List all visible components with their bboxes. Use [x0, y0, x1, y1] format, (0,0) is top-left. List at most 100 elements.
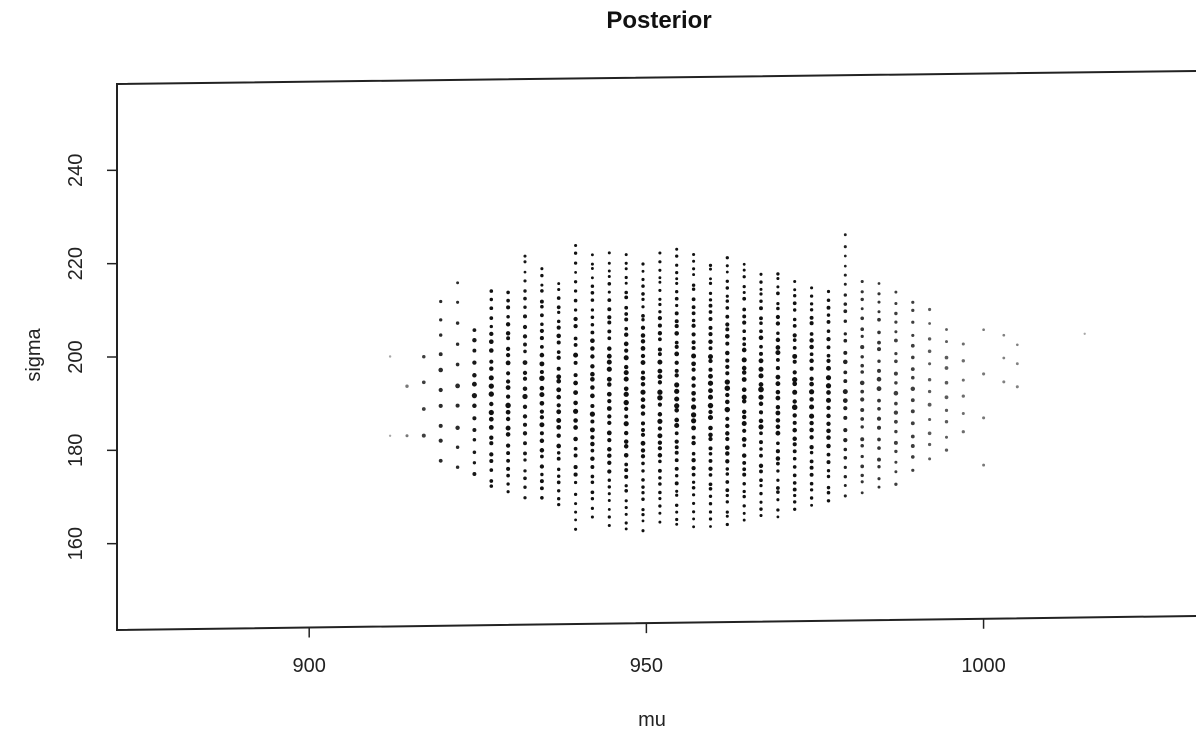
- scatter-point: [826, 345, 831, 350]
- scatter-point: [691, 367, 696, 372]
- scatter-point: [792, 381, 798, 387]
- scatter-point: [522, 422, 528, 427]
- plot-frame: [116, 70, 1196, 632]
- scatter-point: [809, 420, 814, 426]
- scatter-point: [506, 298, 510, 303]
- scatter-point: [792, 301, 797, 306]
- scatter-point: [641, 512, 645, 517]
- scatter-point: [843, 484, 847, 487]
- scatter-point: [708, 466, 713, 471]
- scatter-point: [641, 507, 645, 512]
- scatter-point: [556, 456, 561, 461]
- scatter-point: [607, 320, 612, 325]
- scatter-point: [826, 298, 831, 303]
- scatter-point: [826, 413, 831, 419]
- scatter-point: [556, 480, 561, 485]
- scatter-point: [674, 296, 679, 301]
- scatter-point: [674, 417, 680, 423]
- scatter-point: [540, 289, 544, 293]
- scatter-point: [657, 389, 663, 395]
- scatter-point: [910, 409, 915, 414]
- scatter-point: [623, 376, 629, 382]
- scatter-point: [522, 324, 528, 330]
- scatter-point: [624, 527, 628, 531]
- scatter-point: [792, 338, 797, 342]
- scatter-point: [489, 484, 494, 488]
- scatter-point: [894, 381, 898, 385]
- scatter-point: [860, 334, 864, 338]
- scatter-point: [573, 342, 578, 347]
- scatter-point: [607, 453, 612, 458]
- scatter-point: [590, 346, 595, 351]
- scatter-point: [607, 261, 611, 265]
- scatter-point: [708, 486, 713, 491]
- scatter-point: [640, 353, 646, 359]
- scatter-point: [573, 492, 578, 497]
- scatter-point: [607, 447, 612, 452]
- scatter-point: [657, 347, 662, 352]
- scatter-point: [742, 296, 747, 301]
- scatter-point: [523, 305, 527, 309]
- scatter-point: [556, 374, 562, 380]
- scatter-point: [505, 425, 511, 431]
- scatter-point: [590, 385, 595, 390]
- scatter-point: [860, 389, 865, 394]
- scatter-point: [540, 283, 544, 287]
- scatter-point: [759, 478, 763, 483]
- scatter-point: [540, 472, 544, 477]
- scatter-point: [724, 379, 730, 385]
- scatter-point: [607, 346, 612, 351]
- scatter-point: [658, 280, 662, 284]
- scatter-point: [690, 412, 697, 418]
- scatter-point: [793, 294, 797, 298]
- scatter-point: [776, 272, 780, 276]
- scatter-point: [539, 479, 544, 484]
- scatter-point: [640, 339, 646, 344]
- scatter-point: [488, 416, 494, 422]
- scatter-point: [506, 482, 510, 486]
- scatter-point: [707, 402, 714, 409]
- scatter-point: [691, 425, 697, 431]
- scatter-point: [894, 311, 898, 316]
- scatter-point: [674, 450, 679, 455]
- scatter-point: [843, 406, 848, 411]
- scatter-point: [489, 331, 494, 337]
- scatter-point: [657, 412, 663, 417]
- scatter-point: [607, 274, 611, 279]
- scatter-point: [506, 371, 511, 376]
- scatter-point: [658, 302, 662, 307]
- scatter-point: [674, 319, 679, 324]
- scatter-point: [674, 445, 679, 450]
- scatter-point: [776, 331, 780, 335]
- scatter-point: [928, 457, 932, 461]
- scatter-point: [692, 510, 696, 514]
- scatter-point: [708, 388, 713, 394]
- scatter-point: [675, 522, 679, 526]
- scatter-point: [776, 486, 780, 490]
- scatter-point: [1083, 332, 1086, 335]
- scatter-point: [488, 391, 494, 397]
- scatter-point: [758, 401, 764, 407]
- scatter-point: [843, 332, 847, 336]
- scatter-point: [725, 286, 730, 290]
- scatter-point: [573, 280, 578, 284]
- scatter-point: [894, 351, 898, 356]
- scatter-point: [708, 317, 713, 321]
- scatter-point: [658, 482, 662, 486]
- scatter-point: [455, 465, 460, 469]
- scatter-point: [826, 319, 831, 324]
- scatter-point: [506, 490, 510, 494]
- scatter-point: [624, 468, 629, 473]
- scatter-point: [708, 452, 713, 456]
- scatter-point: [674, 422, 680, 429]
- scatter-point: [826, 428, 831, 434]
- scatter-point: [944, 366, 949, 370]
- scatter-point: [809, 445, 814, 450]
- scatter-point: [707, 380, 714, 386]
- scatter-point: [708, 373, 713, 379]
- scatter-point: [775, 456, 781, 461]
- scatter-point: [506, 451, 511, 456]
- scatter-point: [759, 287, 763, 291]
- scatter-point: [607, 414, 612, 419]
- scatter-point: [574, 502, 578, 506]
